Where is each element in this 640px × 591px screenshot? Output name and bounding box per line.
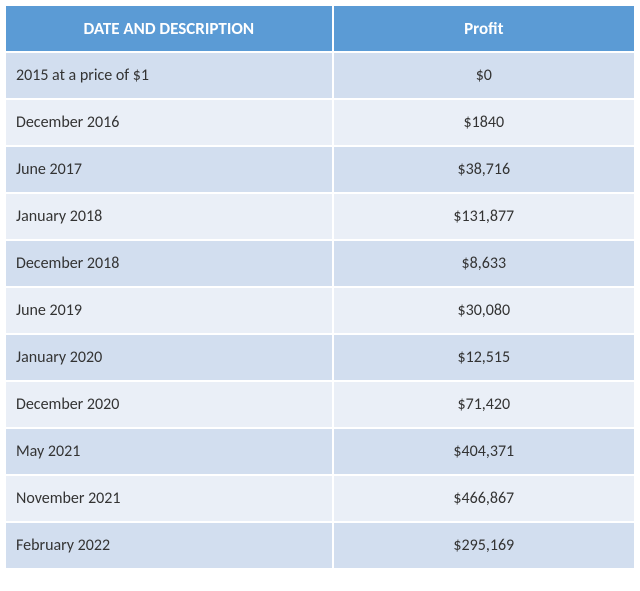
cell-date-description: December 2016	[5, 99, 333, 146]
cell-profit: $71,420	[333, 381, 635, 428]
cell-date-description: May 2021	[5, 428, 333, 475]
cell-date-description: November 2021	[5, 475, 333, 522]
cell-date-description: January 2020	[5, 334, 333, 381]
table-row: 2015 at a price of $1$0	[5, 52, 635, 99]
table-row: June 2017$38,716	[5, 146, 635, 193]
table-row: February 2022$295,169	[5, 522, 635, 569]
cell-profit: $0	[333, 52, 635, 99]
cell-date-description: 2015 at a price of $1	[5, 52, 333, 99]
table-row: December 2016$1840	[5, 99, 635, 146]
table-row: January 2020$12,515	[5, 334, 635, 381]
table-row: May 2021$404,371	[5, 428, 635, 475]
table-row: December 2020$71,420	[5, 381, 635, 428]
cell-date-description: February 2022	[5, 522, 333, 569]
cell-profit: $295,169	[333, 522, 635, 569]
table-row: December 2018$8,633	[5, 240, 635, 287]
table-body: 2015 at a price of $1$0December 2016$184…	[5, 52, 635, 569]
cell-profit: $131,877	[333, 193, 635, 240]
table-row: November 2021$466,867	[5, 475, 635, 522]
cell-profit: $1840	[333, 99, 635, 146]
cell-profit: $8,633	[333, 240, 635, 287]
cell-date-description: June 2017	[5, 146, 333, 193]
cell-date-description: January 2018	[5, 193, 333, 240]
table-header: DATE AND DESCRIPTION Profit	[5, 5, 635, 52]
column-header-profit: Profit	[333, 5, 635, 52]
cell-profit: $38,716	[333, 146, 635, 193]
profit-table: DATE AND DESCRIPTION Profit 2015 at a pr…	[4, 4, 636, 570]
cell-date-description: December 2020	[5, 381, 333, 428]
cell-profit: $466,867	[333, 475, 635, 522]
cell-profit: $404,371	[333, 428, 635, 475]
table-row: June 2019$30,080	[5, 287, 635, 334]
cell-date-description: June 2019	[5, 287, 333, 334]
cell-date-description: December 2018	[5, 240, 333, 287]
table-row: January 2018$131,877	[5, 193, 635, 240]
column-header-date-description: DATE AND DESCRIPTION	[5, 5, 333, 52]
cell-profit: $12,515	[333, 334, 635, 381]
cell-profit: $30,080	[333, 287, 635, 334]
